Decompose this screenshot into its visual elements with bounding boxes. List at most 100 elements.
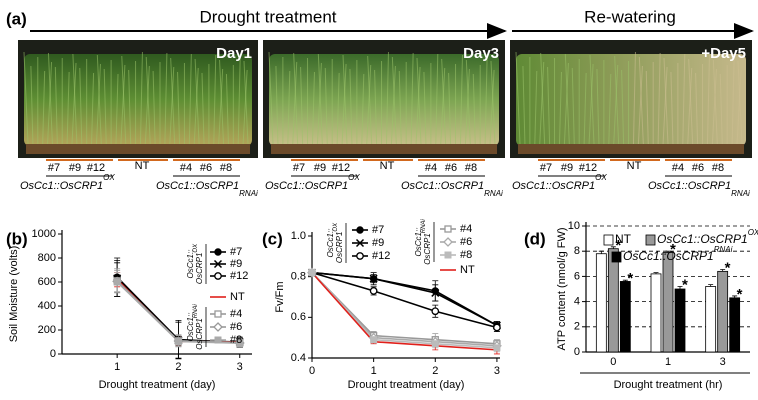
leaf <box>589 54 595 145</box>
legend-label: #7 <box>230 246 242 258</box>
legend-label: #7 <box>372 224 384 236</box>
legend-group-name: OsCRP1 <box>195 253 204 285</box>
leaf <box>324 67 328 145</box>
line-label: #8 <box>465 162 477 174</box>
leaf <box>47 61 53 145</box>
legend-group-name: OsCRP1 <box>423 233 432 265</box>
y-tick-label: 0.8 <box>291 271 306 283</box>
leaf <box>170 57 176 145</box>
line-label: #4 <box>672 162 684 174</box>
leaf <box>464 68 470 145</box>
leaf <box>367 55 373 145</box>
legend-label: NT <box>460 264 475 276</box>
leaf <box>522 65 526 145</box>
legend-label: NT <box>615 232 632 246</box>
marker <box>370 336 378 344</box>
pots <box>26 144 250 154</box>
legend-label: #8 <box>230 334 242 346</box>
superscript: OX <box>333 222 339 232</box>
leaf <box>361 73 365 145</box>
genotype-name: OsCc1::OsCRP1 <box>265 180 348 192</box>
y-tick-label: 0.6 <box>291 311 306 323</box>
bar <box>650 273 662 353</box>
leaf <box>268 51 274 145</box>
leaf <box>311 71 315 145</box>
legend-marker <box>356 226 364 234</box>
y-tick-label: 0.4 <box>291 352 306 364</box>
superscript: OX <box>103 173 115 182</box>
leaf <box>177 71 181 145</box>
day-label: Day1 <box>216 45 252 62</box>
leaf <box>237 55 241 145</box>
bar <box>705 286 717 353</box>
leaf <box>571 67 575 145</box>
bar <box>662 252 674 353</box>
error-bar <box>720 269 726 272</box>
leaf <box>287 70 291 145</box>
line-label: NT <box>627 160 642 172</box>
leaf <box>459 54 463 145</box>
genotype: OsCc1::OsCRP1OX <box>20 173 115 192</box>
genotype: OsCc1::OsCRP1RNAi <box>401 180 503 198</box>
leaf <box>472 73 476 145</box>
legend-group-label: OsCc1:: <box>414 228 423 257</box>
leaf <box>349 68 353 145</box>
legend-marker <box>214 310 222 318</box>
series-line <box>311 272 497 351</box>
leaf <box>540 52 546 145</box>
leaf <box>225 73 229 145</box>
legend-group-label: OsCc1:: <box>186 250 195 279</box>
legend-label: OsCc1::OsCRP1RNAi <box>623 245 733 263</box>
series-line <box>311 271 498 327</box>
marker <box>431 288 440 297</box>
leaf <box>54 66 58 145</box>
superscript: OX <box>193 243 199 253</box>
legend-label: #12 <box>372 250 390 262</box>
marker <box>493 344 501 352</box>
leaf <box>515 51 521 145</box>
y-tick-label: 6 <box>574 270 580 282</box>
leaf <box>390 65 396 145</box>
day-label: Day3 <box>463 45 499 62</box>
marker <box>431 340 439 348</box>
leaf <box>440 67 446 145</box>
marker <box>431 287 439 295</box>
legend-marker <box>214 248 222 256</box>
significance: * <box>682 276 688 293</box>
line-label: #9 <box>69 162 81 174</box>
superscript: OX <box>595 173 607 182</box>
leaf <box>213 54 217 145</box>
legend-group-label: OsCRP1OX <box>193 243 205 284</box>
error-bar <box>732 295 738 298</box>
leaf <box>695 72 699 145</box>
line-label: #7 <box>293 162 305 174</box>
y-tick-label: 1.0 <box>291 230 306 242</box>
marker <box>431 307 440 316</box>
leaf <box>621 69 625 145</box>
leaf <box>292 61 298 145</box>
legend-marker <box>214 272 222 280</box>
leaf <box>30 65 34 145</box>
leaf <box>201 72 205 145</box>
leaf <box>415 66 421 145</box>
leaf <box>164 52 168 145</box>
leaf <box>711 68 717 145</box>
leaf <box>275 65 279 145</box>
header: Re-watering <box>584 7 676 26</box>
leaf <box>316 62 322 145</box>
leaf <box>66 71 70 145</box>
leaf <box>558 71 562 145</box>
leaf <box>564 53 570 145</box>
leaf <box>23 51 29 145</box>
legend-group-label: OsCRP1OX <box>333 222 345 263</box>
genotype-name: OsCc1::OsCRP1 <box>20 180 103 192</box>
legend-label: #9 <box>372 237 384 249</box>
y-tick-label: 10 <box>568 220 580 232</box>
leaf <box>188 53 192 145</box>
plants <box>516 54 746 146</box>
bar <box>717 270 729 353</box>
leaf <box>632 51 636 145</box>
legend-label: #8 <box>460 249 472 261</box>
leaf <box>385 51 389 145</box>
